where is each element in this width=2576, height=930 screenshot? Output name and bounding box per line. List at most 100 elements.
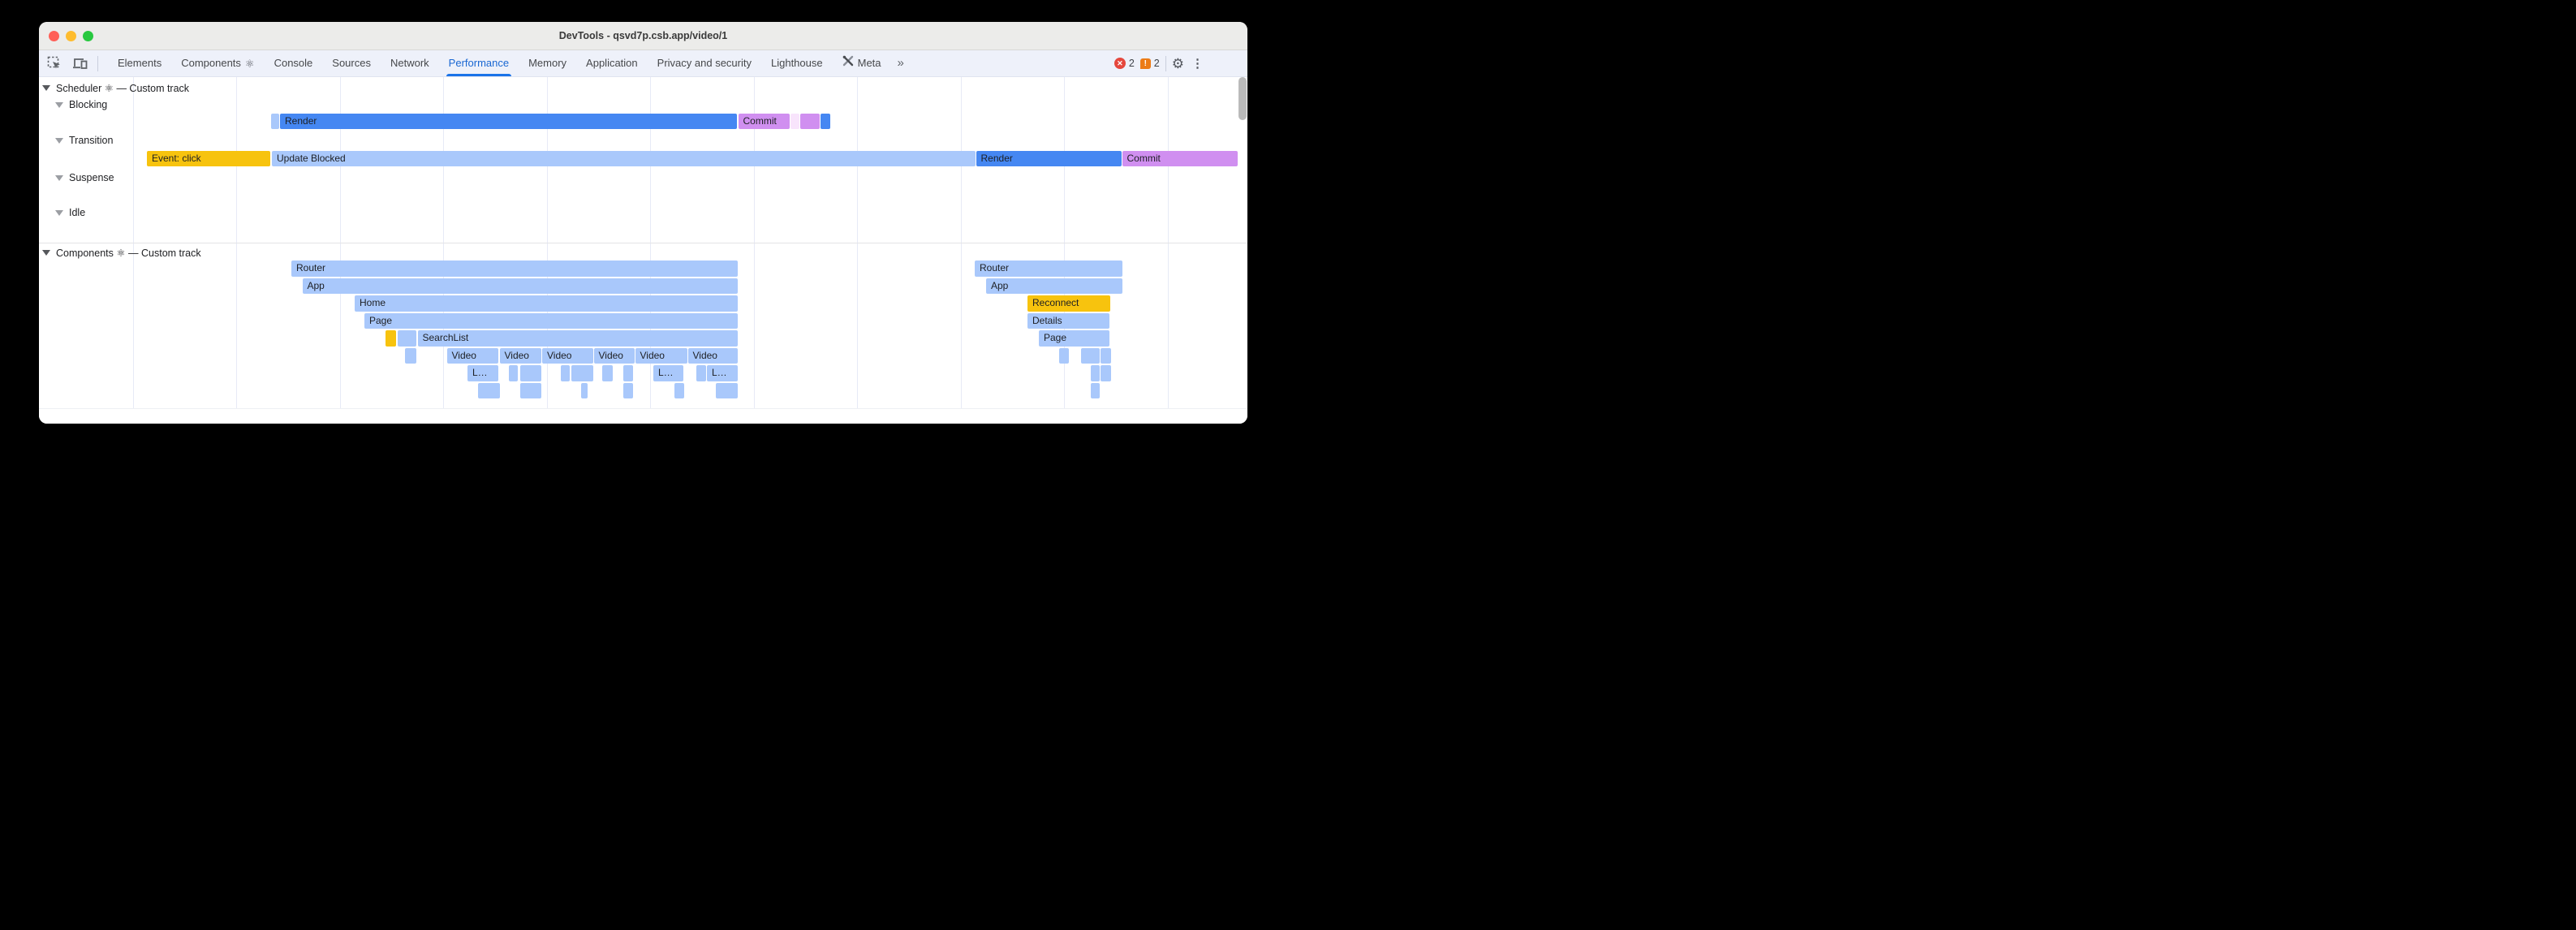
flame-bar-commit[interactable]: Commit [738, 113, 790, 129]
track-row-idle[interactable]: Idle [55, 207, 85, 218]
tab-privacy-and-security[interactable]: Privacy and security [648, 50, 761, 76]
track-row-transition[interactable]: Transition [55, 135, 113, 146]
tab-network[interactable]: Network [381, 50, 439, 76]
console-errors-badge[interactable]: ✕ 2 [1114, 58, 1135, 69]
flame-bar[interactable] [561, 365, 570, 381]
tab-elements[interactable]: Elements [108, 50, 171, 76]
flame-bar-router[interactable]: Router [291, 260, 738, 277]
flame-bar-page[interactable]: Page [1039, 330, 1109, 347]
error-icon: ✕ [1114, 58, 1126, 69]
zoom-button[interactable] [83, 31, 93, 41]
flame-bar[interactable] [509, 365, 518, 381]
tab-label: Sources [332, 57, 371, 69]
window-title: DevTools - qsvd7p.csb.app/video/1 [558, 30, 728, 41]
track-labels: Scheduler ⚛ — Custom track Blocking Transi… [0, 0, 1288, 465]
flame-bar[interactable] [270, 113, 279, 129]
flame-bar[interactable] [571, 365, 593, 381]
flame-bar-l-[interactable]: L… [467, 365, 498, 381]
tab-label: Console [274, 57, 313, 69]
flame-bar[interactable] [397, 330, 416, 347]
tab-meta[interactable]: Meta [833, 50, 891, 76]
flame-bar[interactable] [519, 382, 541, 398]
flame-bar[interactable] [696, 365, 706, 381]
tab-application[interactable]: Application [576, 50, 648, 76]
flame-bar-video[interactable]: Video [635, 347, 687, 364]
flame-bar[interactable] [601, 365, 613, 381]
flame-bar[interactable] [622, 365, 633, 381]
track-name: Scheduler ⚛ — Custom track [56, 83, 190, 94]
tab-label: Privacy and security [657, 57, 752, 69]
flame-bar[interactable] [820, 113, 830, 129]
track-header-scheduler[interactable]: Scheduler ⚛ — Custom track [42, 82, 189, 94]
error-count: 2 [1128, 58, 1135, 69]
flame-bar-video[interactable]: Video [499, 347, 541, 364]
flame-bar-video[interactable]: Video [446, 347, 498, 364]
flame-bar-video[interactable]: Video [542, 347, 593, 364]
window-controls [49, 31, 93, 41]
flame-bar-event-click[interactable]: Event: click [147, 150, 270, 166]
tab-components[interactable]: Components ⚛ [171, 50, 264, 76]
flame-bar-home[interactable]: Home [355, 295, 738, 312]
flame-bar-router[interactable]: Router [975, 260, 1122, 277]
flame-bar[interactable] [519, 365, 541, 381]
flame-bar-l-[interactable]: L… [653, 365, 683, 381]
flame-bar-app[interactable]: App [302, 278, 738, 294]
more-tabs-chevron-icon[interactable]: » [897, 56, 904, 70]
flame-bar-update-blocked[interactable]: Update Blocked [272, 150, 976, 166]
flame-bar[interactable] [790, 113, 799, 129]
flame-bar[interactable] [1101, 365, 1111, 381]
devtools-toolbar: Elements Components ⚛ Console Sources Network… [39, 50, 1247, 77]
tab-label: Application [586, 57, 638, 69]
more-options-kebab-icon[interactable]: ⋮ [1191, 56, 1204, 71]
track-row-blocking[interactable]: Blocking [55, 99, 107, 110]
flame-bar-commit[interactable]: Commit [1122, 150, 1238, 166]
settings-gear-icon[interactable]: ⚙ [1171, 55, 1184, 71]
flame-bar-reconnect[interactable]: Reconnect [1027, 295, 1110, 312]
track-header-components[interactable]: Components ⚛ — Custom track [42, 247, 201, 259]
flame-bar-render[interactable]: Render [976, 150, 1122, 166]
flame-bar[interactable] [800, 113, 820, 129]
flame-bar-details[interactable]: Details [1027, 312, 1109, 329]
device-toolbar-icon[interactable] [72, 55, 88, 71]
flame-bar[interactable] [674, 382, 684, 398]
collapse-triangle-icon[interactable] [42, 250, 50, 256]
flame-bar[interactable] [716, 382, 738, 398]
flame-bar[interactable] [1091, 365, 1100, 381]
tab-sources[interactable]: Sources [322, 50, 381, 76]
track-name: Components ⚛ — Custom track [56, 248, 201, 259]
flame-bar-page[interactable]: Page [364, 312, 738, 329]
flame-bar[interactable] [404, 347, 416, 364]
flame-bar-video[interactable]: Video [687, 347, 738, 364]
tab-label: Components [181, 57, 241, 69]
collapse-triangle-icon[interactable] [55, 209, 63, 216]
flame-bar-render[interactable]: Render [280, 113, 737, 129]
minimize-button[interactable] [66, 31, 76, 41]
flame-bar-video[interactable]: Video [593, 347, 635, 364]
flame-bar[interactable] [1059, 347, 1069, 364]
collapse-triangle-icon[interactable] [42, 85, 50, 91]
flame-bar[interactable] [1101, 347, 1111, 364]
flame-bar[interactable] [477, 382, 500, 398]
flame-bar-app[interactable]: App [986, 278, 1122, 294]
row-label: Transition [69, 135, 114, 146]
tab-console[interactable]: Console [265, 50, 323, 76]
flame-bar[interactable] [1091, 382, 1100, 398]
flame-bar-searchlist[interactable]: SearchList [417, 330, 738, 347]
tab-performance[interactable]: Performance [439, 50, 519, 76]
flame-bar[interactable] [386, 330, 396, 347]
tab-memory[interactable]: Memory [519, 50, 576, 76]
collapse-triangle-icon[interactable] [55, 101, 63, 108]
flame-bar-l-[interactable]: L… [707, 365, 738, 381]
tab-lighthouse[interactable]: Lighthouse [761, 50, 833, 76]
collapse-triangle-icon[interactable] [55, 137, 63, 144]
inspect-element-icon[interactable] [46, 55, 62, 71]
track-row-suspense[interactable]: Suspense [55, 172, 114, 183]
flame-bar[interactable] [622, 382, 633, 398]
console-warnings-badge[interactable]: ! 2 [1139, 58, 1160, 69]
flame-bar[interactable] [580, 382, 588, 398]
collapse-triangle-icon[interactable] [55, 174, 63, 181]
vertical-scrollbar[interactable] [1238, 77, 1247, 120]
toolbar-right-cluster: ✕ 2 ! 2 ⚙ ⋮ [1114, 50, 1205, 76]
flame-bar[interactable] [1081, 347, 1100, 364]
close-button[interactable] [49, 31, 59, 41]
